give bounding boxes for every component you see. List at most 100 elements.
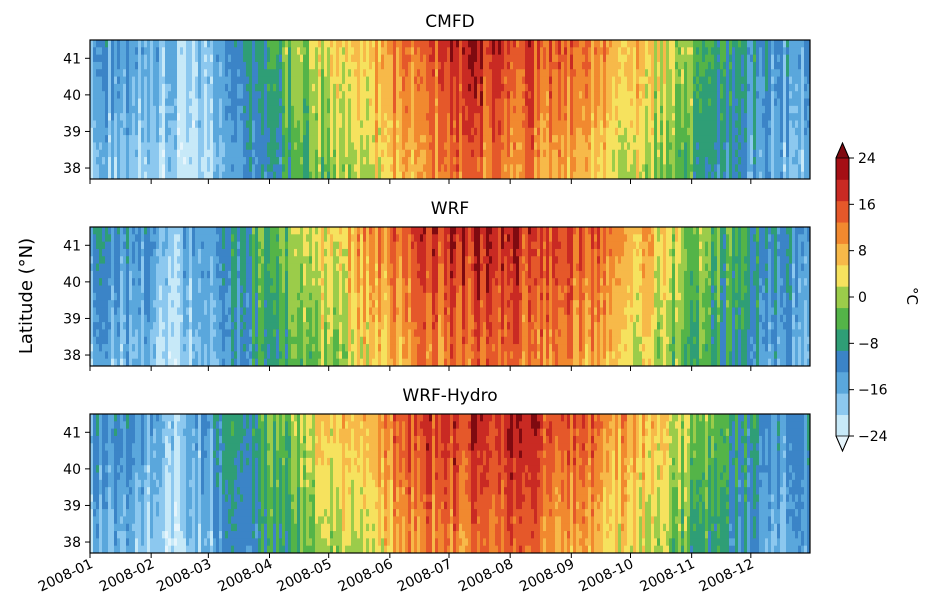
heatmap-cell [153, 47, 157, 56]
heatmap-cell [465, 83, 469, 92]
heatmap-cell [279, 127, 283, 136]
heatmap-cell [102, 98, 106, 107]
heatmap-cell [123, 336, 127, 345]
heatmap-cell [360, 61, 364, 70]
heatmap-cell [240, 83, 244, 92]
heatmap-cell [609, 171, 613, 179]
heatmap-cell [801, 127, 805, 136]
heatmap-cell [297, 157, 301, 165]
heatmap-cell [150, 248, 154, 257]
heatmap-cell [780, 83, 784, 92]
heatmap-cell [102, 241, 106, 250]
heatmap-cell [684, 91, 688, 100]
heatmap-cell [492, 171, 496, 179]
heatmap-cell [123, 135, 127, 144]
heatmap-cell [531, 164, 535, 173]
heatmap-cell [621, 105, 625, 114]
heatmap-cell [210, 120, 214, 129]
heatmap-cell [690, 98, 694, 107]
heatmap-cell [129, 83, 133, 92]
heatmap-cell [696, 127, 700, 136]
heatmap-cell [684, 69, 688, 78]
heatmap-cell [663, 157, 667, 165]
heatmap-cell [714, 47, 718, 56]
heatmap-cell [222, 69, 226, 78]
heatmap-cell [324, 149, 328, 158]
heatmap-cell [780, 127, 784, 136]
heatmap-cell [687, 127, 691, 136]
heatmap-cell [171, 113, 175, 122]
heatmap-cell [279, 142, 283, 151]
heatmap-cell [441, 83, 445, 92]
heatmap-cell [660, 105, 664, 114]
heatmap-cell [414, 113, 418, 122]
heatmap-cell [120, 270, 124, 279]
heatmap-cell [522, 120, 526, 129]
heatmap-cell [96, 113, 100, 122]
heatmap-cell [159, 54, 163, 63]
heatmap-cell [423, 135, 427, 144]
heatmap-cell [780, 149, 784, 158]
heatmap-cell [459, 135, 463, 144]
heatmap-cell [531, 98, 535, 107]
heatmap-cell [495, 127, 499, 136]
heatmap-cell [702, 149, 706, 158]
heatmap-cell [237, 91, 241, 100]
heatmap-cell [771, 113, 775, 122]
heatmap-cell [117, 135, 121, 144]
heatmap-cell [768, 105, 772, 114]
heatmap-cell [756, 105, 760, 114]
heatmap-cell [741, 157, 745, 165]
heatmap-cell [198, 113, 202, 122]
heatmap-cell [525, 98, 529, 107]
heatmap-cell [357, 61, 361, 70]
heatmap-cell [627, 83, 631, 92]
heatmap-cell [564, 164, 568, 173]
heatmap-cell [726, 98, 730, 107]
heatmap-cell [339, 171, 343, 179]
heatmap-cell [588, 69, 592, 78]
heatmap-cell [150, 98, 154, 107]
heatmap-cell [525, 113, 529, 122]
heatmap-cell [93, 336, 97, 345]
heatmap-cell [621, 164, 625, 173]
heatmap-cell [354, 54, 358, 63]
heatmap-cell [96, 91, 100, 100]
heatmap-cell [729, 149, 733, 158]
heatmap-cell [807, 76, 810, 85]
heatmap-cell [786, 149, 790, 158]
heatmap-cell [168, 142, 172, 151]
heatmap-cell [675, 40, 679, 48]
heatmap-cell [216, 61, 220, 70]
heatmap-cell [573, 120, 577, 129]
heatmap-cell [750, 47, 754, 56]
heatmap-cell [693, 135, 697, 144]
heatmap-cell [654, 83, 658, 92]
heatmap-cell [90, 120, 94, 129]
heatmap-cell [744, 113, 748, 122]
heatmap-cell [744, 142, 748, 151]
heatmap-cell [309, 149, 313, 158]
heatmap-cell [216, 69, 220, 78]
heatmap-cell [123, 83, 127, 92]
heatmap-cell [426, 127, 430, 136]
heatmap-cell [123, 270, 127, 279]
heatmap-cell [498, 40, 502, 48]
heatmap-cell [690, 113, 694, 122]
heatmap-cell [807, 127, 810, 136]
heatmap-cell [729, 113, 733, 122]
heatmap-cell [786, 40, 790, 48]
heatmap-cell [180, 61, 184, 70]
heatmap-cell [411, 164, 415, 173]
heatmap-cell [96, 307, 100, 316]
heatmap-cell [756, 69, 760, 78]
heatmap-cell [762, 83, 766, 92]
heatmap-cell [417, 40, 421, 48]
heatmap-cell [144, 61, 148, 70]
heatmap-cell [591, 164, 595, 173]
heatmap-cell [90, 135, 94, 144]
heatmap-cell [498, 83, 502, 92]
heatmap-cell [120, 256, 124, 265]
heatmap-cell [564, 157, 568, 165]
heatmap-cell [477, 135, 481, 144]
